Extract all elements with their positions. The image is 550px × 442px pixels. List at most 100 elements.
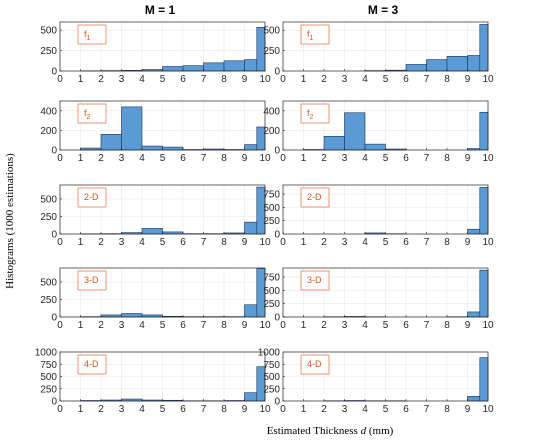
x-tick-label: 0 bbox=[280, 320, 286, 331]
y-tick-label: 400 bbox=[40, 106, 57, 117]
series-label-box bbox=[77, 354, 107, 375]
bar bbox=[364, 143, 386, 151]
x-tick-label: 3 bbox=[342, 74, 348, 85]
x-tick-label: 6 bbox=[180, 237, 186, 248]
x-tick-label: 2 bbox=[321, 153, 327, 164]
series-label: 2-D bbox=[84, 192, 99, 202]
bar bbox=[223, 60, 245, 72]
x-tick-label: 5 bbox=[160, 237, 166, 248]
x-tick-label: 2 bbox=[321, 237, 327, 248]
y-tick-label: 500 bbox=[263, 26, 280, 37]
x-tick-label: 8 bbox=[221, 153, 227, 164]
x-tick-label: 8 bbox=[221, 74, 227, 85]
series-label: 2-D bbox=[307, 192, 322, 202]
x-tick-label: 6 bbox=[180, 404, 186, 415]
y-tick-label: 250 bbox=[263, 216, 280, 227]
x-tick-label: 2 bbox=[98, 404, 104, 415]
x-tick-label: 4 bbox=[362, 74, 368, 85]
x-axis-label-prefix: Estimated Thickness bbox=[267, 425, 361, 437]
x-tick-label: 10 bbox=[259, 404, 271, 415]
y-tick-label: 250 bbox=[40, 46, 57, 57]
x-tick-label: 9 bbox=[465, 237, 471, 248]
y-tick-label: 250 bbox=[40, 295, 57, 306]
y-tick-label: 0 bbox=[274, 230, 280, 241]
y-tick-label: 1000 bbox=[258, 348, 281, 359]
x-tick-label: 10 bbox=[482, 237, 494, 248]
series-label-box bbox=[300, 354, 330, 375]
x-tick-label: 8 bbox=[444, 74, 450, 85]
y-tick-label: 750 bbox=[40, 360, 57, 371]
x-tick-label: 6 bbox=[403, 404, 409, 415]
bar bbox=[244, 392, 258, 402]
y-tick-label: 500 bbox=[263, 286, 280, 297]
y-tick-label: 0 bbox=[274, 397, 280, 408]
x-tick-label: 8 bbox=[444, 237, 450, 248]
x-tick-label: 4 bbox=[362, 404, 368, 415]
x-tick-label: 10 bbox=[259, 320, 271, 331]
x-tick-label: 5 bbox=[383, 237, 389, 248]
series-label-subscript: 1 bbox=[310, 35, 314, 42]
panel-2: 0 1 2 3 4 5 6 7 8 9 10 0 200 400 f2 bbox=[40, 100, 271, 164]
x-tick-label: 6 bbox=[403, 320, 409, 331]
series-label-box bbox=[77, 24, 107, 45]
y-tick-label: 750 bbox=[263, 273, 280, 284]
x-tick-label: 7 bbox=[424, 237, 430, 248]
y-tick-label: 200 bbox=[40, 126, 57, 137]
x-tick-label: 9 bbox=[465, 74, 471, 85]
x-tick-label: 5 bbox=[383, 320, 389, 331]
bar bbox=[467, 396, 481, 402]
y-tick-label: 500 bbox=[263, 372, 280, 383]
x-tick-label: 8 bbox=[444, 320, 450, 331]
x-tick-label: 9 bbox=[242, 237, 248, 248]
bar bbox=[405, 64, 427, 72]
x-axis-label-symbol: d bbox=[361, 425, 367, 437]
y-tick-label: 250 bbox=[263, 46, 280, 57]
bar bbox=[479, 357, 489, 402]
x-tick-label: 10 bbox=[482, 404, 494, 415]
x-tick-label: 7 bbox=[201, 237, 207, 248]
x-tick-label: 2 bbox=[98, 320, 104, 331]
x-tick-label: 6 bbox=[180, 74, 186, 85]
x-tick-label: 3 bbox=[119, 404, 125, 415]
x-tick-label: 7 bbox=[424, 320, 430, 331]
series-label: f1 bbox=[84, 29, 91, 42]
series-label: 4-D bbox=[307, 359, 322, 369]
x-tick-label: 8 bbox=[221, 404, 227, 415]
bar bbox=[244, 144, 258, 151]
bar bbox=[244, 221, 258, 235]
x-tick-label: 8 bbox=[444, 153, 450, 164]
x-tick-label: 1 bbox=[301, 404, 307, 415]
x-tick-label: 7 bbox=[201, 404, 207, 415]
x-tick-label: 5 bbox=[160, 74, 166, 85]
x-tick-label: 5 bbox=[383, 153, 389, 164]
x-tick-label: 0 bbox=[57, 320, 63, 331]
x-tick-label: 10 bbox=[259, 74, 271, 85]
y-tick-label: 0 bbox=[274, 146, 280, 157]
x-tick-label: 3 bbox=[119, 237, 125, 248]
y-tick-label: 0 bbox=[51, 67, 57, 78]
x-tick-label: 8 bbox=[221, 237, 227, 248]
x-tick-label: 2 bbox=[98, 74, 104, 85]
series-label-box bbox=[77, 103, 107, 124]
x-axis-label: Estimated Thickness d (mm) bbox=[267, 425, 394, 437]
x-tick-label: 7 bbox=[201, 74, 207, 85]
y-tick-label: 750 bbox=[263, 360, 280, 371]
x-tick-label: 1 bbox=[78, 320, 84, 331]
x-tick-label: 7 bbox=[424, 404, 430, 415]
bar bbox=[479, 24, 489, 72]
x-tick-label: 0 bbox=[57, 153, 63, 164]
x-tick-label: 4 bbox=[139, 153, 145, 164]
x-tick-label: 5 bbox=[160, 320, 166, 331]
x-tick-label: 9 bbox=[242, 153, 248, 164]
x-tick-label: 7 bbox=[201, 153, 207, 164]
y-tick-label: 500 bbox=[40, 372, 57, 383]
bar bbox=[426, 59, 448, 72]
series-label-box bbox=[77, 270, 107, 291]
series-label-box bbox=[77, 187, 107, 208]
series-label: 3-D bbox=[307, 275, 322, 285]
y-tick-label: 500 bbox=[40, 278, 57, 289]
y-tick-label: 0 bbox=[274, 313, 280, 324]
